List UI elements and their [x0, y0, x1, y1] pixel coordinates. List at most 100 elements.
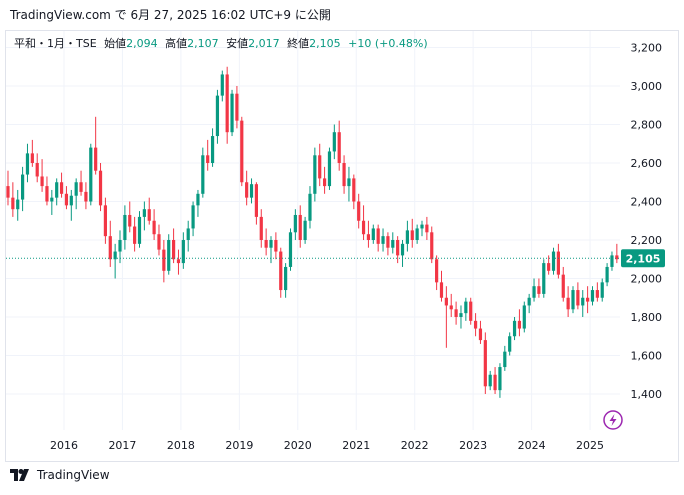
- candle-body: [322, 178, 327, 187]
- candle-body: [337, 132, 341, 163]
- candle: [249, 178, 254, 204]
- candle-body: [269, 240, 273, 248]
- candle: [352, 174, 356, 210]
- y-tick-label: 2,000: [631, 273, 663, 286]
- y-tick-label: 1,600: [631, 350, 663, 363]
- candle-body: [89, 147, 93, 202]
- candle: [279, 247, 283, 298]
- close-label: 終値: [287, 37, 310, 50]
- candle-body: [308, 193, 312, 221]
- candle: [459, 305, 463, 329]
- x-tick-label: 2020: [284, 439, 312, 452]
- candle-body: [327, 151, 332, 187]
- candle: [532, 278, 536, 302]
- candle: [410, 218, 414, 248]
- candle: [313, 147, 317, 202]
- candle: [220, 70, 224, 102]
- candle-body: [206, 155, 210, 163]
- x-tick-label: 2017: [108, 439, 136, 452]
- candle-body: [240, 120, 244, 183]
- candle-body: [84, 191, 88, 202]
- candle: [225, 66, 229, 144]
- x-tick-label: 2021: [342, 439, 370, 452]
- candle: [566, 286, 570, 317]
- candle: [30, 139, 34, 167]
- candle: [503, 345, 507, 371]
- candle-body: [137, 216, 142, 244]
- candle-body: [6, 186, 10, 198]
- candle: [308, 186, 312, 229]
- candle: [581, 290, 585, 317]
- symbol-label: 平和・1月・TSE: [14, 37, 97, 50]
- candle-body: [586, 297, 590, 302]
- candle-body: [11, 197, 15, 210]
- candle: [147, 197, 151, 225]
- candle: [157, 224, 161, 256]
- publish-header: TradingView.com で 6月 27, 2025 16:02 UTC+…: [10, 8, 331, 22]
- open-value: 2,094: [126, 37, 158, 50]
- candle: [493, 367, 497, 394]
- candle-body: [142, 209, 146, 217]
- candle: [303, 216, 307, 244]
- x-tick-label: 2024: [518, 439, 546, 452]
- candle-body: [245, 182, 249, 198]
- candle-body: [45, 186, 49, 202]
- high-label: 高値: [165, 37, 188, 50]
- candle-body: [469, 301, 473, 321]
- candle: [142, 201, 146, 231]
- candle-body: [503, 351, 507, 368]
- candle-body: [430, 232, 434, 260]
- candle-body: [147, 209, 151, 221]
- candle: [327, 147, 332, 190]
- y-tick-label: 2,200: [631, 234, 663, 247]
- candle: [595, 282, 599, 302]
- candle-body: [74, 182, 78, 196]
- candle: [186, 220, 190, 252]
- candle-body: [25, 153, 30, 175]
- candle: [405, 220, 409, 252]
- candle: [35, 153, 39, 183]
- candle-body: [517, 320, 522, 329]
- candle: [264, 228, 268, 256]
- candle-body: [464, 301, 468, 314]
- candle-body: [532, 286, 536, 298]
- candle-body: [186, 228, 190, 240]
- candle: [113, 243, 117, 279]
- candle: [69, 189, 73, 221]
- candle-body: [566, 297, 570, 310]
- candle-body: [342, 163, 346, 187]
- candle: [20, 166, 25, 212]
- candle-body: [298, 214, 302, 240]
- lightning-icon[interactable]: [603, 410, 623, 430]
- brand-footer[interactable]: TradingView: [10, 468, 110, 482]
- candle-body: [79, 182, 83, 192]
- candle-body: [352, 178, 356, 202]
- candle: [16, 189, 20, 221]
- candle: [590, 286, 595, 306]
- candle: [522, 301, 526, 333]
- low-label: 安値: [226, 37, 249, 50]
- candle-body: [220, 74, 224, 96]
- candle-body: [113, 251, 117, 260]
- candle: [167, 234, 171, 275]
- candle: [55, 178, 59, 206]
- candle: [79, 170, 83, 196]
- candle: [201, 147, 205, 198]
- candle: [464, 297, 468, 321]
- candle: [318, 143, 322, 187]
- candle: [133, 216, 137, 252]
- candle: [586, 286, 590, 314]
- candle-body: [605, 266, 609, 283]
- candle-body: [415, 228, 419, 240]
- candle: [259, 209, 263, 248]
- candle-body: [108, 236, 112, 260]
- candle: [473, 313, 478, 337]
- y-tick-label: 1,800: [631, 311, 663, 324]
- candle: [245, 170, 249, 206]
- candle: [571, 286, 575, 314]
- candle: [605, 263, 609, 287]
- candle: [84, 182, 88, 210]
- y-tick-label: 2,400: [631, 196, 663, 209]
- candle: [371, 224, 375, 244]
